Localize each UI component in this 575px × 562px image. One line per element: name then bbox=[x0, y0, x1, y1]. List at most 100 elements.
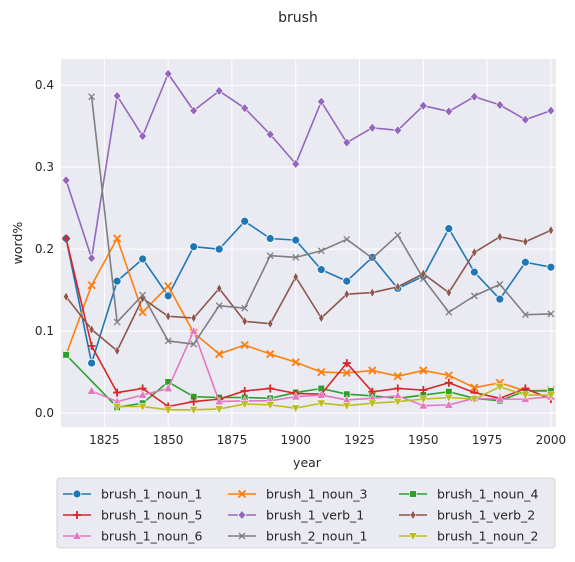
data-point bbox=[316, 399, 326, 409]
data-point bbox=[419, 366, 428, 375]
data-point bbox=[547, 310, 555, 318]
data-point bbox=[495, 99, 505, 110]
data-point bbox=[470, 383, 479, 392]
data-point bbox=[444, 399, 454, 409]
data-point bbox=[393, 398, 403, 407]
data-point bbox=[546, 262, 556, 272]
data-point bbox=[444, 378, 453, 387]
data-point bbox=[216, 283, 223, 294]
data-point bbox=[445, 287, 452, 298]
chart-title: brush bbox=[278, 10, 318, 26]
data-point bbox=[496, 231, 503, 242]
data-point bbox=[215, 302, 223, 310]
data-point bbox=[342, 276, 352, 286]
data-point bbox=[61, 175, 71, 186]
data-point bbox=[189, 242, 199, 252]
x-tick-label: 1950 bbox=[408, 433, 439, 447]
series-line bbox=[65, 237, 551, 392]
legend-swatch-marker bbox=[408, 532, 418, 542]
x-axis-label: year bbox=[293, 455, 322, 470]
data-point bbox=[419, 386, 428, 395]
data-point bbox=[368, 366, 377, 375]
x-tick-label: 1975 bbox=[472, 433, 503, 447]
data-point bbox=[266, 349, 275, 359]
data-point bbox=[240, 340, 249, 350]
data-point bbox=[137, 402, 148, 412]
x-tick-label: 1925 bbox=[344, 433, 375, 447]
data-point bbox=[265, 234, 275, 243]
legend-swatch-marker bbox=[237, 510, 247, 520]
data-point bbox=[367, 122, 377, 133]
data-point bbox=[444, 371, 453, 380]
series-line bbox=[65, 238, 552, 408]
x-tick-label: 2000 bbox=[536, 433, 567, 447]
data-point bbox=[343, 289, 350, 300]
data-point bbox=[63, 291, 69, 302]
data-point bbox=[240, 386, 249, 395]
data-point bbox=[291, 391, 301, 401]
legend-swatch-marker bbox=[72, 530, 82, 540]
data-point bbox=[164, 337, 172, 345]
series-line bbox=[65, 72, 552, 259]
series-layer bbox=[61, 68, 556, 415]
data-point bbox=[113, 388, 122, 397]
data-point bbox=[368, 254, 376, 262]
data-point bbox=[546, 391, 556, 401]
data-point bbox=[188, 326, 199, 335]
x-tick-label: 1850 bbox=[153, 433, 184, 447]
grid bbox=[61, 59, 556, 427]
data-point bbox=[163, 406, 173, 415]
data-point bbox=[163, 68, 173, 79]
legend-swatch-marker bbox=[73, 511, 81, 519]
data-point bbox=[190, 312, 197, 323]
series-brush_2_noun_1 bbox=[88, 93, 555, 348]
legend-entry: brush_1_verb_2 bbox=[399, 508, 535, 523]
legend-label: brush_1_verb_2 bbox=[437, 508, 535, 523]
legend-label: brush_1_noun_4 bbox=[437, 487, 539, 502]
legend-label: brush_1_noun_1 bbox=[101, 487, 203, 502]
data-point bbox=[164, 281, 173, 291]
data-point bbox=[316, 96, 326, 107]
data-point bbox=[520, 257, 530, 267]
data-point bbox=[418, 400, 429, 410]
data-point bbox=[342, 368, 351, 378]
data-point bbox=[444, 224, 454, 234]
legend-label: brush_1_noun_2 bbox=[437, 529, 539, 544]
data-point bbox=[546, 105, 556, 116]
legend-swatch-marker bbox=[72, 489, 82, 499]
data-point bbox=[214, 396, 224, 406]
data-point bbox=[138, 131, 148, 141]
data-point bbox=[190, 340, 198, 348]
data-point bbox=[215, 349, 224, 359]
data-point bbox=[214, 405, 224, 414]
data-point bbox=[496, 280, 504, 288]
data-point bbox=[239, 400, 250, 410]
data-point bbox=[189, 397, 198, 406]
data-point bbox=[522, 236, 529, 247]
data-point bbox=[267, 318, 274, 329]
data-point bbox=[471, 247, 478, 258]
legend-entry: brush_1_noun_6 bbox=[63, 529, 203, 544]
data-point bbox=[62, 351, 70, 359]
data-point bbox=[137, 390, 148, 399]
series-brush_1_verb_1 bbox=[61, 68, 556, 264]
data-point bbox=[393, 125, 403, 136]
data-point bbox=[163, 291, 173, 301]
data-point bbox=[112, 234, 122, 243]
series-brush_1_noun_6 bbox=[86, 326, 556, 410]
data-point bbox=[419, 275, 427, 283]
data-point bbox=[62, 234, 71, 243]
data-point bbox=[291, 235, 301, 245]
data-point bbox=[188, 406, 199, 415]
data-point bbox=[495, 294, 505, 304]
data-point bbox=[113, 318, 121, 326]
data-point bbox=[165, 311, 172, 322]
series-brush_1_noun_2 bbox=[112, 383, 556, 415]
data-point bbox=[521, 384, 530, 393]
data-point bbox=[343, 235, 351, 243]
data-point bbox=[495, 394, 505, 403]
data-point bbox=[318, 312, 325, 323]
data-point bbox=[316, 390, 326, 399]
data-point bbox=[265, 129, 275, 140]
